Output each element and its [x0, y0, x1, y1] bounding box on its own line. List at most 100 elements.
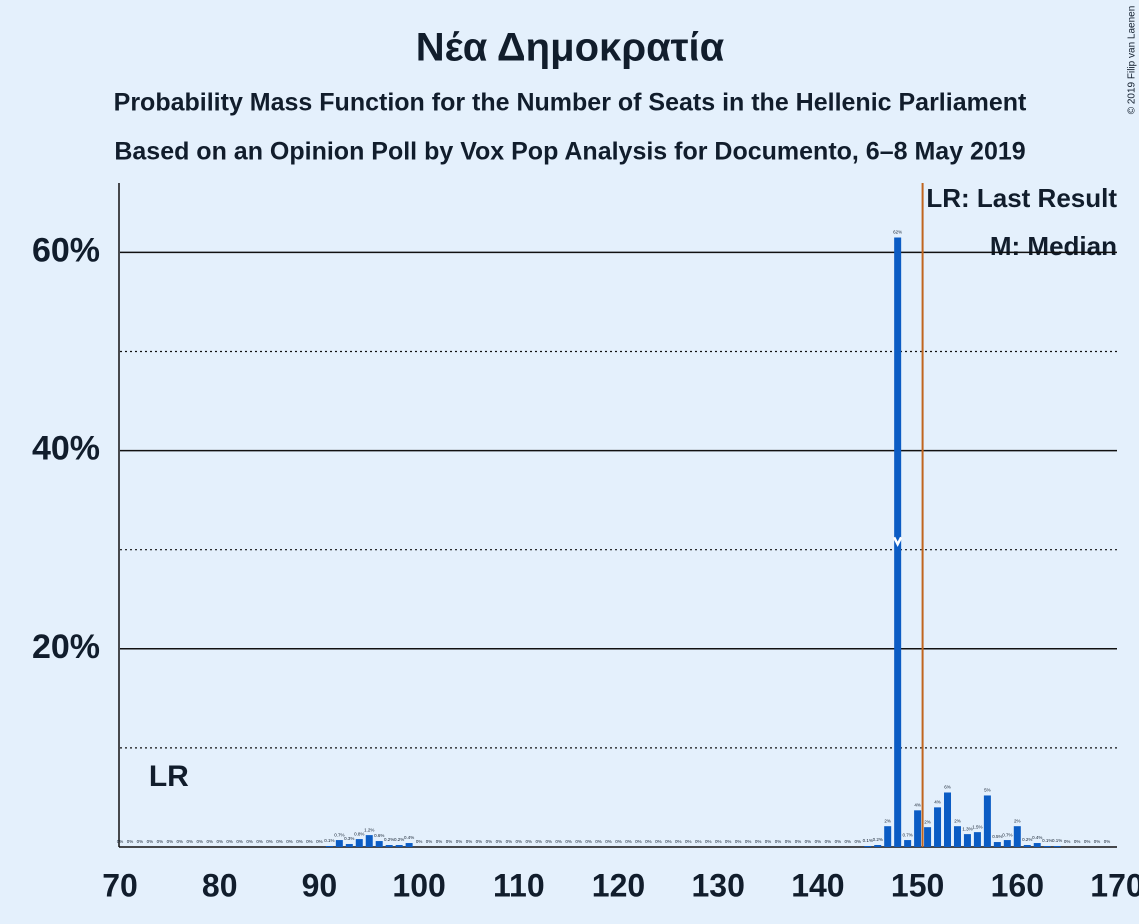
data-label: 0% [197, 839, 204, 844]
bar [934, 807, 942, 847]
bar [1003, 840, 1011, 847]
data-label: 0% [675, 839, 682, 844]
data-label: 0% [117, 839, 124, 844]
bar [864, 846, 872, 847]
bar [973, 832, 981, 847]
data-label: 0% [545, 839, 552, 844]
data-label: 0.1% [324, 838, 334, 843]
data-label: 62% [893, 230, 902, 235]
x-tick-label: 160 [991, 867, 1044, 903]
bar [345, 844, 353, 847]
data-label: 0.1% [1042, 838, 1052, 843]
data-label: 0.4% [404, 835, 414, 840]
bar [355, 839, 363, 847]
bar [365, 835, 373, 847]
data-label: 0% [695, 839, 702, 844]
data-label: 0.1% [863, 838, 873, 843]
data-label: 0% [645, 839, 652, 844]
bar [904, 840, 912, 847]
data-label: 0% [226, 839, 233, 844]
data-label: 0% [206, 839, 213, 844]
data-label: 0% [216, 839, 223, 844]
y-tick-label: 40% [32, 430, 100, 468]
bar [325, 846, 333, 847]
bar [993, 842, 1001, 847]
data-label: 1.3% [962, 826, 972, 831]
data-label: 0% [177, 839, 184, 844]
data-label: 0% [835, 839, 842, 844]
bar [983, 795, 991, 847]
data-label: 0.7% [1002, 832, 1012, 837]
copyright: © 2019 Filip van Laenen [1127, 6, 1138, 115]
data-label: 2% [1014, 818, 1021, 823]
data-label: 0% [466, 839, 473, 844]
data-label: 2% [884, 818, 891, 823]
data-label: 1.5% [972, 824, 982, 829]
chart-subtitle: Based on an Opinion Poll by Vox Pop Anal… [114, 138, 1025, 166]
data-label: 0% [585, 839, 592, 844]
data-label: 0% [306, 839, 313, 844]
data-label: 0% [715, 839, 722, 844]
data-label: 1.2% [364, 827, 374, 832]
legend-entry: LR: Last Result [926, 183, 1117, 213]
median-marker [893, 536, 903, 548]
data-label: 0% [246, 839, 253, 844]
data-label: 0% [456, 839, 463, 844]
data-label: 0% [825, 839, 832, 844]
data-label: 0% [615, 839, 622, 844]
data-label: 0.2% [394, 837, 404, 842]
data-label: 0% [526, 839, 533, 844]
bar [1043, 846, 1051, 847]
data-label: 0% [236, 839, 243, 844]
data-label: 0% [496, 839, 503, 844]
data-label: 0% [575, 839, 582, 844]
data-label: 0% [1094, 839, 1101, 844]
data-label: 0% [805, 839, 812, 844]
data-label: 0% [765, 839, 772, 844]
data-label: 0.8% [354, 831, 364, 836]
data-label: 0% [476, 839, 483, 844]
x-tick-label: 80 [202, 867, 238, 903]
data-label: 0% [1074, 839, 1081, 844]
chart-subtitle: Probability Mass Function for the Number… [114, 89, 1027, 117]
data-label: 0% [795, 839, 802, 844]
data-label: 0% [685, 839, 692, 844]
bar [874, 845, 882, 847]
data-label: 0% [1064, 839, 1071, 844]
data-label: 0% [635, 839, 642, 844]
data-label: 0.3% [344, 836, 354, 841]
data-label: 0% [555, 839, 562, 844]
data-label: 0% [506, 839, 513, 844]
x-tick-label: 130 [692, 867, 745, 903]
bar [1013, 826, 1021, 847]
data-label: 0.2% [1022, 837, 1032, 842]
bar [1033, 843, 1041, 847]
legend-entry: M: Median [990, 231, 1117, 261]
data-label: 0.4% [1032, 835, 1042, 840]
data-label: 0% [416, 839, 423, 844]
data-label: 0.1% [1052, 838, 1062, 843]
data-label: 0% [815, 839, 822, 844]
data-label: 4% [934, 800, 941, 805]
data-label: 0% [775, 839, 782, 844]
data-label: 0% [665, 839, 672, 844]
data-label: 0% [286, 839, 293, 844]
bar [335, 840, 343, 847]
data-label: 0% [565, 839, 572, 844]
data-label: 0.2% [873, 837, 883, 842]
data-label: 0% [137, 839, 144, 844]
data-label: 2% [924, 819, 931, 824]
data-label: 0% [167, 839, 174, 844]
data-label: 0% [855, 839, 862, 844]
bar [405, 843, 413, 847]
data-label: 0% [276, 839, 283, 844]
data-label: 5% [984, 788, 991, 793]
x-tick-label: 170 [1090, 867, 1139, 903]
bar [944, 792, 952, 847]
data-label: 0.7% [902, 832, 912, 837]
bar [884, 826, 892, 847]
data-label: 0% [446, 839, 453, 844]
data-label: 0% [735, 839, 742, 844]
